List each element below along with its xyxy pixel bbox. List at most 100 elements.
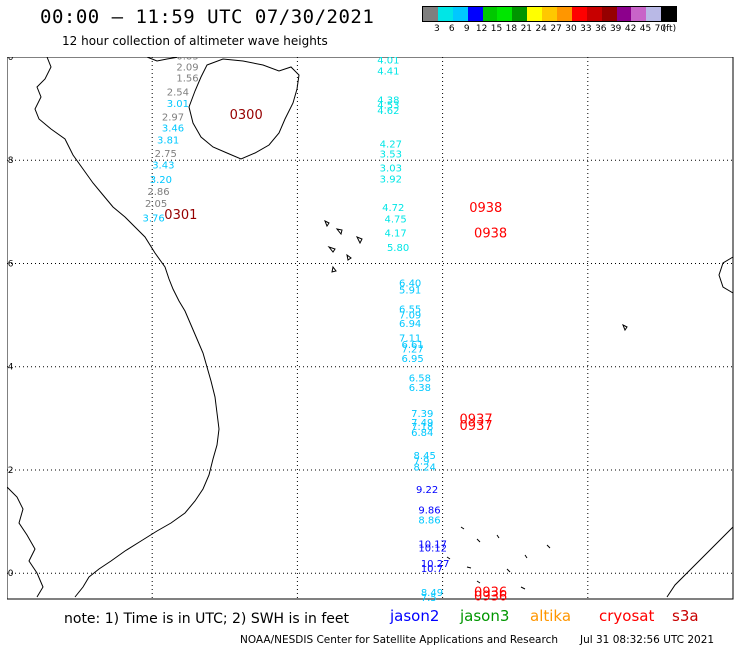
wave-height-label: 4.62 bbox=[377, 106, 399, 117]
legend-label: (ft) bbox=[662, 24, 677, 34]
wave-height-label: 6.95 bbox=[401, 354, 423, 365]
wave-height-label: 6.40 bbox=[399, 279, 421, 290]
wave-height-label: 4.01 bbox=[377, 57, 399, 67]
wave-height-label: 7.11 bbox=[399, 333, 421, 344]
wave-height-label: 3.01 bbox=[167, 99, 189, 110]
legend-label: 21 bbox=[520, 24, 533, 34]
legend-swatch bbox=[423, 7, 438, 21]
wave-height-label: 7.18 bbox=[411, 422, 433, 433]
wave-height-label: 3.81 bbox=[157, 136, 179, 147]
legend-swatch bbox=[437, 7, 453, 21]
pass-time-label: 0937 bbox=[460, 419, 493, 434]
graticule bbox=[7, 57, 733, 599]
wave-height-label: 10.7 bbox=[421, 564, 443, 575]
legend-label: 12 bbox=[475, 24, 488, 34]
coastline bbox=[7, 57, 734, 598]
satellite-s3a: s3a bbox=[672, 607, 699, 625]
wave-height-label: 7.27 bbox=[401, 344, 423, 355]
wave-height-label: 3.92 bbox=[380, 174, 402, 185]
legend-swatch bbox=[527, 7, 543, 21]
wave-height-label: 7.49 bbox=[411, 418, 433, 429]
wave-height-label: 4.53 bbox=[377, 101, 399, 112]
legend-swatch bbox=[512, 7, 528, 21]
legend-label: 42 bbox=[624, 24, 637, 34]
color-legend: 3 6 9 12 15 18 21 24 27 30 33 36 39 42 45 70 (ft) bbox=[422, 6, 678, 34]
wave-height-label: 10.27 bbox=[421, 559, 450, 570]
wave-height-label: 5.91 bbox=[399, 285, 421, 296]
satellite-altika: altika bbox=[530, 607, 572, 625]
lat-tick-label: 20 bbox=[7, 57, 14, 63]
wave-height-label: 6.94 bbox=[399, 319, 421, 330]
wave-height-label: 6.84 bbox=[411, 428, 433, 439]
legend-swatch bbox=[482, 7, 498, 21]
pass-time-label: 0300 bbox=[230, 108, 263, 123]
wave-height-labels: 0.832.091.56 2.543.01 2.973.46 3.81 2.753.43… bbox=[143, 57, 450, 602]
wave-height-label: 1.56 bbox=[176, 73, 198, 84]
wave-height-label: 2.54 bbox=[167, 88, 189, 99]
credit-text: NOAA/NESDIS Center for Satellite Applica… bbox=[240, 634, 558, 646]
wave-height-label: 6.38 bbox=[409, 383, 431, 394]
wave-height-label: 10.12 bbox=[418, 544, 447, 555]
legend-label: 39 bbox=[609, 24, 622, 34]
legend-label: 18 bbox=[505, 24, 518, 34]
wave-height-label: 8.49 bbox=[421, 588, 443, 599]
wave-height-label: 9.86 bbox=[418, 505, 440, 516]
pass-time-label: 0936 bbox=[474, 585, 507, 600]
legend-swatch bbox=[646, 7, 662, 21]
legend-label: 27 bbox=[550, 24, 562, 34]
wave-height-label: 6.58 bbox=[409, 374, 431, 385]
legend-label: 3 bbox=[434, 24, 440, 34]
legend-swatch bbox=[557, 7, 572, 21]
legend-swatch bbox=[497, 7, 513, 21]
legend-swatch bbox=[661, 7, 677, 21]
legend-label: 33 bbox=[580, 24, 592, 34]
lat-tick-label: 18 bbox=[7, 156, 14, 166]
legend-label: 30 bbox=[565, 24, 577, 34]
wave-height-label: 3.20 bbox=[150, 175, 172, 186]
pass-time-label: 0936 bbox=[474, 590, 507, 602]
legend-swatch bbox=[571, 7, 587, 21]
wave-height-label: 2.09 bbox=[176, 62, 198, 73]
wave-height-label: 7.39 bbox=[411, 409, 433, 420]
legend-label: 36 bbox=[595, 24, 607, 34]
wave-height-label: 8.45 bbox=[414, 451, 436, 462]
wave-height-label: 3.43 bbox=[152, 160, 174, 171]
satellite-cryosat: cryosat bbox=[599, 607, 655, 625]
pass-time-label: 0938 bbox=[474, 227, 507, 242]
wave-height-label: 10.17 bbox=[418, 539, 447, 550]
lat-tick-label: 16 bbox=[7, 259, 14, 269]
wave-height-label: 3.46 bbox=[162, 123, 184, 134]
wave-height-label: 0.83 bbox=[176, 57, 198, 63]
wave-height-label: 3.76 bbox=[143, 214, 165, 225]
legend-label: 45 bbox=[639, 24, 652, 34]
wave-height-label: 6.61 bbox=[401, 340, 423, 351]
page-subtitle: 12 hour collection of altimeter wave hei… bbox=[62, 34, 328, 48]
page-title: 00:00 – 11:59 UTC 07/30/2021 bbox=[40, 6, 375, 28]
pass-time-label: 0938 bbox=[469, 201, 502, 216]
wave-height-label: 7.09 bbox=[399, 311, 421, 322]
wave-height-label: 4.41 bbox=[377, 67, 399, 78]
wave-height-label: 7.5 bbox=[421, 593, 437, 602]
wave-height-map: 0.832.091.56 2.543.01 2.973.46 3.81 2.753.43… bbox=[7, 57, 734, 602]
wave-height-label: 9.22 bbox=[416, 485, 438, 496]
pass-time-label: 0301 bbox=[164, 208, 197, 223]
wave-height-label: 4.38 bbox=[377, 95, 399, 106]
wave-height-label: 8.24 bbox=[414, 462, 436, 473]
footer-note: note: 1) Time is in UTC; 2) SWH is in fe… bbox=[64, 611, 350, 627]
wave-height-label: 7.9 bbox=[414, 456, 430, 467]
wave-height-label: 4.75 bbox=[385, 215, 407, 226]
legend-swatch bbox=[616, 7, 632, 21]
legend-label: 70 bbox=[654, 24, 667, 34]
wave-height-label: 6.55 bbox=[399, 305, 421, 316]
wave-height-label: 2.86 bbox=[147, 187, 169, 198]
wave-height-label: 3.53 bbox=[380, 150, 402, 161]
legend-label: 15 bbox=[490, 24, 503, 34]
generated-timestamp: Jul 31 08:32:56 UTC 2021 bbox=[580, 634, 715, 646]
wave-height-label: 5.80 bbox=[387, 243, 409, 254]
wave-height-label: 2.05 bbox=[145, 199, 167, 210]
legend-label: 9 bbox=[463, 24, 470, 34]
wave-height-label: 4.72 bbox=[382, 203, 404, 214]
map-frame bbox=[7, 57, 734, 600]
satellite-jason3: jason3 bbox=[460, 607, 510, 625]
wave-height-label: 2.75 bbox=[155, 149, 177, 160]
